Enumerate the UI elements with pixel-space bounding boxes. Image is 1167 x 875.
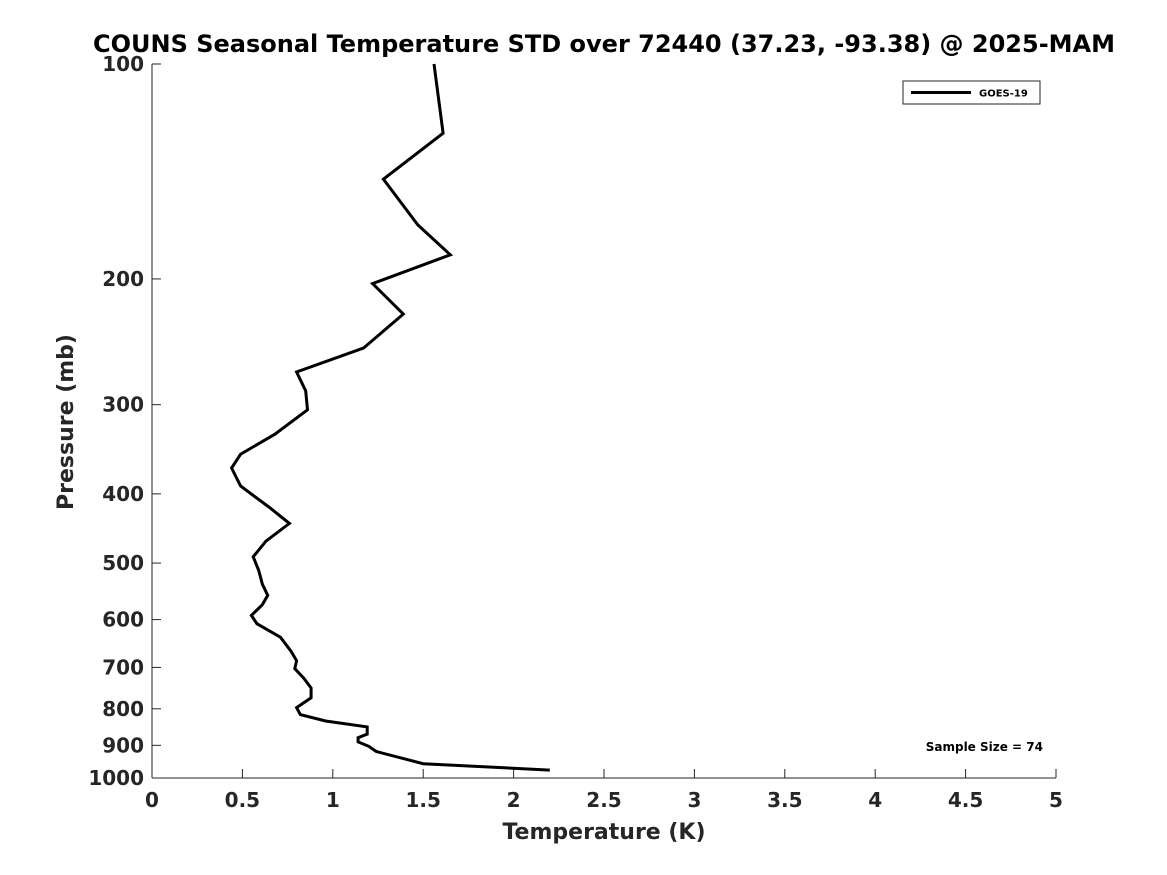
x-tick-label: 1	[326, 788, 340, 812]
y-axis-ticks: 100 200 300 400 500 600 700 800 900 1000	[88, 52, 161, 790]
y-tick-label: 1000	[88, 766, 144, 790]
plot-background	[152, 64, 1056, 778]
series-line-goes-19	[229, 63, 550, 772]
y-axis-label: Pressure (mb)	[54, 334, 79, 510]
y-tick-label: 500	[102, 551, 144, 575]
x-tick-label: 4.5	[948, 788, 983, 812]
legend-entry-goes-19: GOES-19	[979, 89, 1028, 100]
x-tick-label: 1.5	[405, 788, 440, 812]
series-layer	[229, 63, 550, 772]
y-tick-label: 300	[102, 393, 144, 417]
x-axis-ticks: 0 0.5 1 1.5 2 2.5 3 3.5 4 4.5 5	[145, 769, 1063, 812]
y-tick-label: 100	[102, 52, 144, 76]
y-tick-label: 200	[102, 267, 144, 291]
x-tick-label: 5	[1049, 788, 1063, 812]
x-tick-label: 0.5	[225, 788, 260, 812]
y-tick-label: 900	[102, 733, 144, 757]
y-tick-label: 800	[102, 697, 144, 721]
x-tick-label: 4	[868, 788, 882, 812]
y-tick-label: 400	[102, 482, 144, 506]
chart-title: COUNS Seasonal Temperature STD over 7244…	[93, 30, 1115, 58]
x-tick-label: 2.5	[586, 788, 621, 812]
sample-size-annotation: Sample Size = 74	[926, 740, 1043, 754]
y-tick-label: 700	[102, 655, 144, 679]
x-tick-label: 3	[687, 788, 701, 812]
plot-area: 0 0.5 1 1.5 2 2.5 3 3.5 4 4.5 5 100 200 300 400 500 600…	[88, 52, 1063, 812]
x-tick-label: 3.5	[767, 788, 802, 812]
y-tick-label: 600	[102, 608, 144, 632]
x-axis-label: Temperature (K)	[502, 820, 705, 845]
legend-box	[902, 80, 1041, 105]
x-tick-label: 2	[507, 788, 521, 812]
x-tick-label: 0	[145, 788, 159, 812]
legend: GOES-19	[902, 80, 1041, 105]
